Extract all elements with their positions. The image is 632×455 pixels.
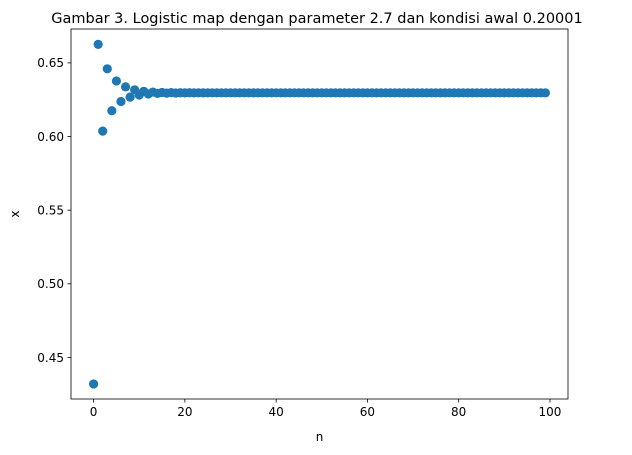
x-axis-label: n bbox=[316, 430, 324, 444]
data-point bbox=[102, 64, 112, 74]
y-tick-label: 0.60 bbox=[37, 130, 64, 144]
data-point bbox=[98, 126, 108, 136]
x-tick-label: 0 bbox=[90, 405, 98, 419]
plot-area-frame bbox=[70, 28, 569, 400]
data-point bbox=[107, 106, 117, 116]
data-point bbox=[116, 96, 126, 107]
y-tick-label: 0.65 bbox=[37, 56, 64, 70]
data-point bbox=[125, 92, 135, 102]
y-tick-label: 0.45 bbox=[37, 351, 64, 365]
y-tick-label: 0.50 bbox=[37, 277, 64, 291]
chart-title: Gambar 3. Logistic map dengan parameter … bbox=[51, 11, 582, 27]
y-axis-label: x bbox=[8, 210, 22, 217]
x-tick-label: 80 bbox=[451, 405, 466, 419]
data-point bbox=[88, 379, 99, 389]
data-point bbox=[120, 82, 131, 92]
x-tick-label: 60 bbox=[360, 405, 375, 419]
data-points bbox=[88, 39, 551, 389]
data-point bbox=[93, 39, 103, 50]
data-point bbox=[111, 76, 122, 86]
y-tick-label: 0.55 bbox=[37, 203, 64, 217]
data-point bbox=[540, 88, 551, 98]
x-tick-label: 20 bbox=[177, 405, 192, 419]
x-tick-label: 40 bbox=[269, 405, 284, 419]
x-tick-label: 100 bbox=[539, 405, 562, 419]
axis-ticks: 0 20 40 60 80 100 0.45 0.50 0.55 0.60 0.65 bbox=[37, 56, 561, 419]
